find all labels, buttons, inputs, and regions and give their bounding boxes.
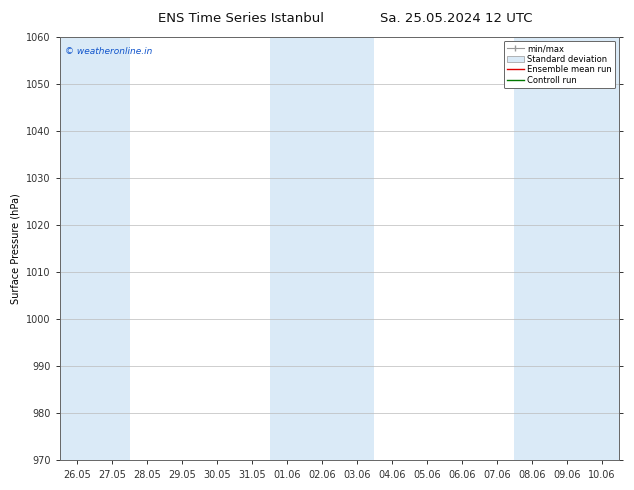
Bar [94,37,130,461]
Y-axis label: Surface Pressure (hPa): Surface Pressure (hPa) [11,193,20,304]
Text: ENS Time Series Istanbul: ENS Time Series Istanbul [158,12,324,25]
Bar [340,37,375,461]
Bar [269,37,304,461]
Bar [585,37,619,461]
Text: © weatheronline.in: © weatheronline.in [65,47,153,56]
Text: Sa. 25.05.2024 12 UTC: Sa. 25.05.2024 12 UTC [380,12,533,25]
Bar [514,37,550,461]
Bar [550,37,585,461]
Bar [304,37,340,461]
Legend: min/max, Standard deviation, Ensemble mean run, Controll run: min/max, Standard deviation, Ensemble me… [504,41,615,88]
Bar [60,37,94,461]
